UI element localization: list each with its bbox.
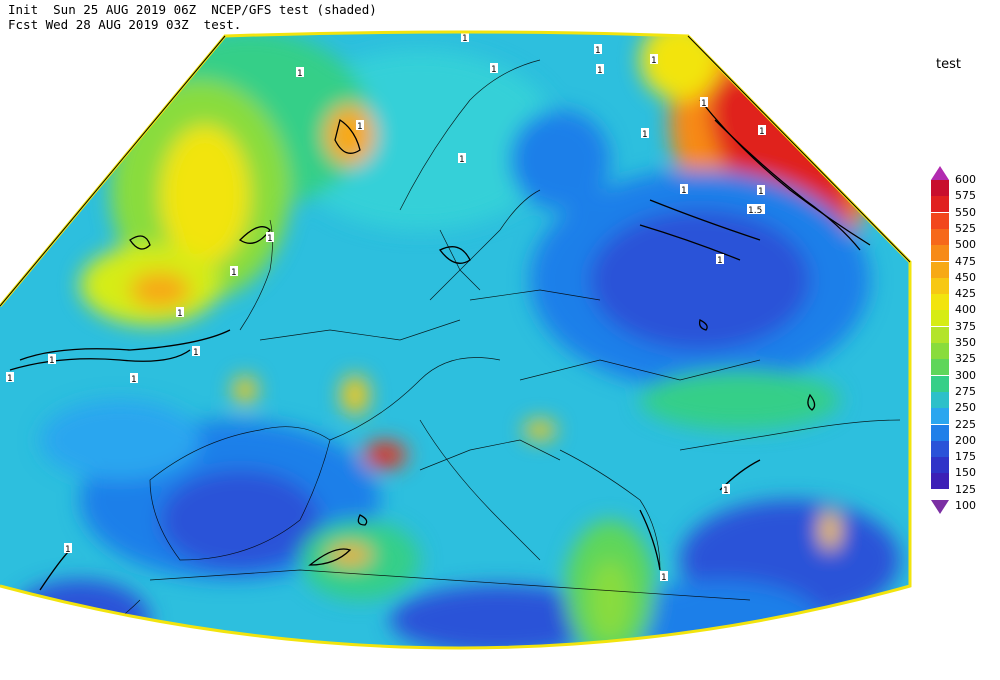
svg-text:1: 1 [661, 573, 667, 583]
legend-tick-label: 275 [955, 384, 976, 398]
contour-label: 1 [356, 120, 364, 132]
legend-swatch [931, 310, 949, 327]
svg-text:1: 1 [651, 56, 657, 66]
svg-text:1: 1 [7, 374, 13, 384]
svg-text:1: 1 [441, 664, 447, 674]
legend-tick-label: 475 [955, 254, 976, 268]
contour-label: 1 [650, 54, 658, 66]
contour-label: 1 [6, 372, 14, 384]
svg-text:1: 1 [758, 187, 764, 197]
svg-text:1: 1 [723, 486, 729, 496]
legend-swatch [931, 228, 949, 245]
svg-text:1: 1 [65, 545, 71, 555]
contour-label: 1 [266, 232, 274, 244]
legend-tick-label: 125 [955, 482, 976, 496]
contour-label: 1 [700, 97, 708, 109]
svg-text:1: 1 [491, 65, 497, 75]
legend-tick-label: 250 [955, 401, 976, 415]
legend-swatch [931, 180, 949, 196]
legend-tick-label: 425 [955, 287, 976, 301]
svg-text:1: 1 [131, 375, 137, 385]
legend-tick-label: 175 [955, 450, 976, 464]
contour-label: 1 [440, 662, 448, 674]
legend-swatch [931, 294, 949, 311]
legend-arrow-down-icon [931, 500, 949, 514]
svg-text:1: 1 [462, 34, 468, 44]
legend-tick-label: 550 [955, 205, 976, 219]
legend-swatch [931, 196, 949, 213]
legend-tick-label: 500 [955, 238, 976, 252]
contour-label: 1 [130, 373, 138, 385]
legend-tick-label: 150 [955, 466, 976, 480]
legend-tick-label: 100 [955, 499, 976, 512]
legend-swatch [931, 212, 949, 229]
contour-label: 1 [757, 185, 765, 197]
svg-text:1: 1 [357, 122, 363, 132]
legend-swatch [931, 245, 949, 262]
svg-text:1: 1 [595, 46, 601, 56]
legend-swatch [931, 359, 949, 376]
contour-label: 1 [296, 67, 304, 79]
svg-text:1: 1 [701, 99, 707, 109]
legend-tick-label: 525 [955, 221, 976, 235]
contour-label: 1 [230, 266, 238, 278]
svg-text:1: 1 [642, 130, 648, 140]
legend-tick-label: 575 [955, 189, 976, 203]
legend-tick-label: 225 [955, 417, 976, 431]
svg-text:1: 1 [759, 127, 765, 137]
weather-map: 1 1 1 1 1 1 1 1 1.5 1 1 1 1 1 1 1 1 1 1 … [0, 30, 912, 674]
contour-label: 1 [48, 354, 56, 366]
contour-label: 1 [490, 63, 498, 75]
contour-label: 1 [596, 64, 604, 76]
legend-swatch [931, 391, 949, 408]
svg-text:1: 1 [717, 256, 723, 266]
svg-text:1: 1 [297, 69, 303, 79]
svg-text:1: 1 [597, 66, 603, 76]
svg-text:1.5: 1.5 [748, 206, 762, 216]
legend-tick-label: 400 [955, 303, 976, 317]
contour-label: 1.5 [747, 204, 765, 216]
contour-label: 1 [461, 32, 469, 44]
svg-text:1: 1 [681, 186, 687, 196]
legend-swatch [931, 408, 949, 425]
legend-swatch [931, 375, 949, 392]
contour-label: 1 [176, 307, 184, 319]
legend-tick-label: 325 [955, 352, 976, 366]
legend-swatch [931, 326, 949, 343]
svg-text:1: 1 [177, 309, 183, 319]
contour-label: 1 [680, 184, 688, 196]
legend-tick-label: 200 [955, 433, 976, 447]
forecast-time-header: Fcst Wed 28 AUG 2019 03Z test. [8, 17, 242, 32]
svg-text:1: 1 [231, 268, 237, 278]
contour-label: 1 [641, 128, 649, 140]
contour-label: 1 [660, 571, 668, 583]
legend-swatch [931, 473, 949, 490]
legend-swatch [931, 343, 949, 359]
legend-tick-label: 600 [955, 173, 976, 186]
contour-label: 1 [758, 125, 766, 137]
legend-swatch [931, 440, 949, 457]
svg-text:1: 1 [267, 234, 273, 244]
svg-text:1: 1 [459, 155, 465, 165]
legend-tick-label: 375 [955, 319, 976, 333]
legend-swatch [931, 424, 949, 441]
legend-swatch [931, 457, 949, 474]
svg-text:1: 1 [49, 356, 55, 366]
contour-label: 1 [458, 153, 466, 165]
legend-tick-label: 350 [955, 336, 976, 349]
legend-arrow-up-icon [931, 166, 949, 180]
contour-label: 1 [192, 346, 200, 358]
legend-swatch [931, 261, 949, 278]
legend-swatch [931, 277, 949, 294]
contour-label: 1 [722, 484, 730, 496]
legend-tick-label: 450 [955, 270, 976, 284]
contour-label: 1 [594, 44, 602, 56]
init-time-header: Init Sun 25 AUG 2019 06Z NCEP/GFS test (… [8, 2, 377, 17]
svg-text:1: 1 [193, 348, 199, 358]
legend-tick-label: 300 [955, 368, 976, 382]
contour-label: 1 [716, 254, 724, 266]
legend-title: test [936, 57, 961, 72]
contour-label: 1 [64, 543, 72, 555]
